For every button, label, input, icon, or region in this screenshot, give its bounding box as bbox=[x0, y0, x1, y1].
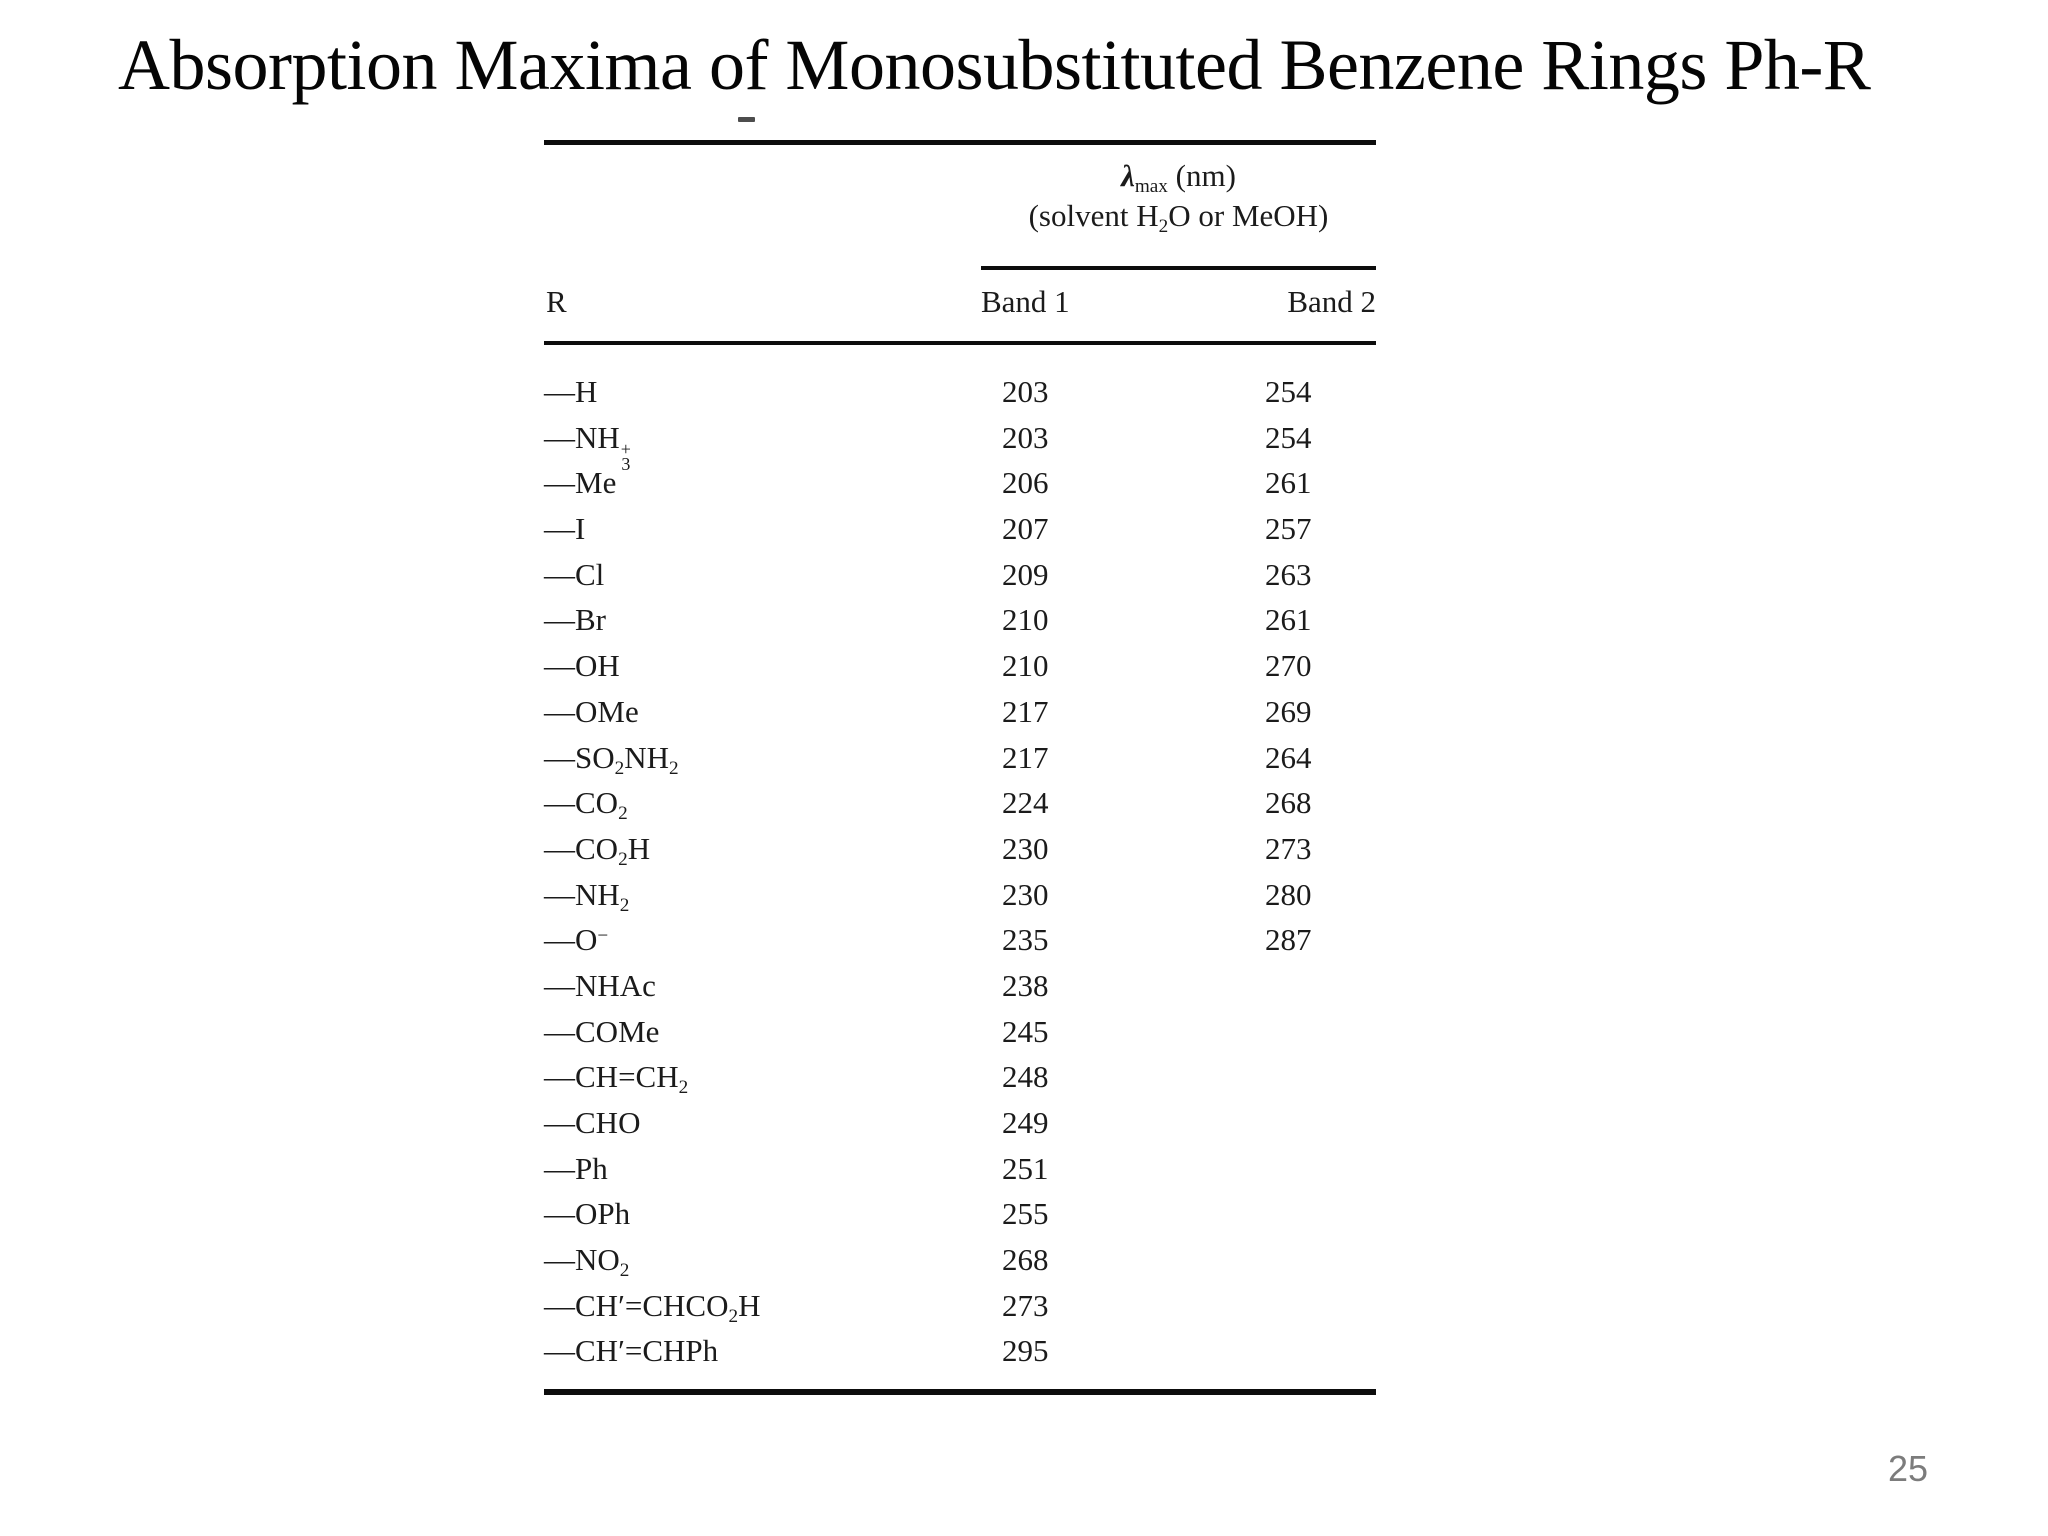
band2-value: 270 bbox=[1265, 648, 1312, 684]
r-substituent-formula: —O− bbox=[544, 922, 609, 958]
table-top-rule bbox=[544, 140, 1376, 145]
r-substituent-formula: —NH +3 bbox=[544, 419, 631, 475]
band1-value: 295 bbox=[1002, 1333, 1049, 1369]
table-row: —OPh 255 bbox=[544, 1196, 1376, 1242]
band1-value: 209 bbox=[1002, 556, 1049, 592]
header-separator-rule bbox=[544, 341, 1376, 345]
table-row: —NHAc 238 bbox=[544, 968, 1376, 1014]
r-substituent-formula: —CH′=CHCO2H bbox=[544, 1287, 761, 1327]
band1-value: 210 bbox=[1002, 602, 1049, 638]
band2-value: 268 bbox=[1265, 785, 1312, 821]
band1-value: 238 bbox=[1002, 967, 1049, 1003]
band1-value: 203 bbox=[1002, 374, 1049, 409]
r-substituent-formula: —OH bbox=[544, 648, 620, 684]
band2-value: 261 bbox=[1265, 602, 1312, 638]
table-row: —CH′=CHCO2H 273 bbox=[544, 1288, 1376, 1334]
band1-value: 255 bbox=[1002, 1196, 1049, 1232]
band1-value: 235 bbox=[1002, 922, 1049, 958]
column-header-band2: Band 2 bbox=[1287, 284, 1376, 319]
r-substituent-formula: —CO2H bbox=[544, 830, 651, 870]
table-row: —CO2H 230 273 bbox=[544, 831, 1376, 877]
table-row: —O− 235 287 bbox=[544, 922, 1376, 968]
r-substituent-formula: —OMe bbox=[544, 693, 639, 729]
table-body: —H 203 254 —NH +3 203 254 —Me 206 261 —I 207 257 —Cl 2… bbox=[544, 374, 1376, 1379]
table-bottom-rule bbox=[544, 1389, 1376, 1395]
table-row: —Ph 251 bbox=[544, 1151, 1376, 1197]
column-header-band1: Band 1 bbox=[981, 284, 1070, 319]
r-substituent-formula: —NO2 bbox=[544, 1242, 630, 1281]
band-columns-rule bbox=[981, 266, 1376, 270]
band2-value: 263 bbox=[1265, 556, 1312, 592]
table-row: —OH 210 270 bbox=[544, 648, 1376, 694]
column-header-r: R bbox=[546, 284, 567, 319]
r-substituent-formula: —NH2 bbox=[544, 876, 630, 916]
column-header-row: R Band 1 Band 2 bbox=[544, 283, 1376, 328]
band2-value: 269 bbox=[1265, 693, 1312, 729]
r-substituent-formula: —I bbox=[544, 511, 586, 547]
table-row: —CHO 249 bbox=[544, 1105, 1376, 1151]
band2-value: 254 bbox=[1265, 374, 1312, 409]
absorption-maxima-table: λmax (nm) (solvent H2O or MeOH) R Band 1… bbox=[544, 140, 1376, 1396]
table-row: —Cl 209 263 bbox=[544, 557, 1376, 603]
table-row: —SO2NH2 217 264 bbox=[544, 740, 1376, 786]
band2-value: 261 bbox=[1265, 465, 1312, 501]
band2-value: 287 bbox=[1265, 922, 1312, 958]
r-substituent-formula: —Ph bbox=[544, 1150, 608, 1186]
table-row: —Me 206 261 bbox=[544, 465, 1376, 511]
r-substituent-formula: —CHO bbox=[544, 1105, 641, 1140]
band1-value: 268 bbox=[1002, 1242, 1049, 1278]
band1-value: 224 bbox=[1002, 785, 1049, 821]
r-substituent-formula: —SO2NH2 bbox=[544, 739, 679, 779]
table-row: —H 203 254 bbox=[544, 374, 1376, 420]
band1-value: 249 bbox=[1002, 1105, 1049, 1140]
band1-value: 207 bbox=[1002, 511, 1049, 547]
r-substituent-formula: —H bbox=[544, 374, 598, 409]
r-substituent-formula: —NHAc bbox=[544, 967, 656, 1003]
table-row: —CH=CH2 248 bbox=[544, 1059, 1376, 1105]
lambda-max-label: λmax (nm) bbox=[1121, 158, 1236, 197]
band1-value: 217 bbox=[1002, 693, 1049, 729]
r-substituent-formula: —CO2 bbox=[544, 785, 628, 824]
band1-value: 251 bbox=[1002, 1150, 1049, 1186]
band1-value: 230 bbox=[1002, 876, 1049, 912]
band1-value: 203 bbox=[1002, 419, 1049, 455]
table-row: —COMe 245 bbox=[544, 1014, 1376, 1060]
table-row: —I 207 257 bbox=[544, 511, 1376, 557]
band2-value: 254 bbox=[1265, 419, 1312, 455]
table-row: —NO2 268 bbox=[544, 1242, 1376, 1288]
lambda-max-group-header: λmax (nm) (solvent H2O or MeOH) bbox=[981, 156, 1376, 236]
band2-value: 273 bbox=[1265, 830, 1312, 866]
table-row: —NH +3 203 254 bbox=[544, 419, 1376, 474]
table-row: —CH′=CHPh 295 bbox=[544, 1333, 1376, 1379]
band1-value: 217 bbox=[1002, 739, 1049, 775]
band1-value: 273 bbox=[1002, 1287, 1049, 1323]
stacked-sub-sup: +3 bbox=[620, 438, 631, 475]
r-substituent-formula: —Cl bbox=[544, 556, 605, 592]
table-row: —OMe 217 269 bbox=[544, 694, 1376, 740]
band1-value: 210 bbox=[1002, 648, 1049, 684]
page-title: Absorption Maxima of Monosubstituted Ben… bbox=[118, 25, 1871, 105]
r-substituent-formula: —COMe bbox=[544, 1013, 660, 1049]
solvent-label: (solvent H2O or MeOH) bbox=[1028, 198, 1329, 237]
table-row: —CO2 224 268 bbox=[544, 785, 1376, 831]
r-substituent-formula: —OPh bbox=[544, 1196, 631, 1232]
table-row: —Br 210 261 bbox=[544, 602, 1376, 648]
band1-value: 248 bbox=[1002, 1059, 1049, 1095]
band2-value: 280 bbox=[1265, 876, 1312, 912]
band1-value: 206 bbox=[1002, 465, 1049, 501]
r-substituent-formula: —CH′=CHPh bbox=[544, 1333, 719, 1369]
band2-value: 264 bbox=[1265, 739, 1312, 775]
r-substituent-formula: —Br bbox=[544, 602, 606, 638]
band2-value: 257 bbox=[1265, 511, 1312, 547]
band1-value: 245 bbox=[1002, 1013, 1049, 1049]
scan-artifact-dash bbox=[738, 117, 755, 122]
table-row: —NH2 230 280 bbox=[544, 877, 1376, 923]
r-substituent-formula: —Me bbox=[544, 465, 617, 501]
page-number: 25 bbox=[1888, 1448, 1929, 1489]
band1-value: 230 bbox=[1002, 830, 1049, 866]
r-substituent-formula: —CH=CH2 bbox=[544, 1059, 689, 1099]
